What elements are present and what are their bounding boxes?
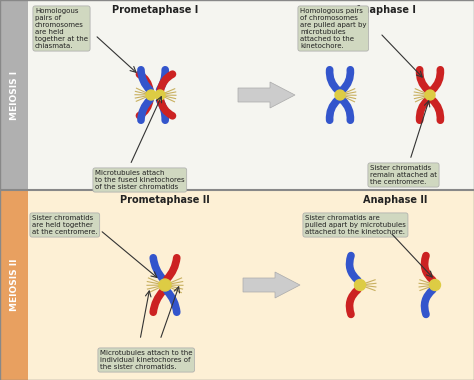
Text: Sister chromatids are
pulled apart by microtubules
attached to the kinetochore.: Sister chromatids are pulled apart by mi… bbox=[305, 215, 406, 235]
Circle shape bbox=[146, 90, 156, 100]
Text: Homologous pairs
of chromosomes
are pulled apart by
microtubules
attached to the: Homologous pairs of chromosomes are pull… bbox=[300, 8, 366, 49]
Text: MEIOSIS I: MEIOSIS I bbox=[9, 70, 18, 120]
Text: Prometaphase I: Prometaphase I bbox=[112, 5, 198, 15]
Text: Microtubules attach to the
individual kinetochores of
the sister chromatids.: Microtubules attach to the individual ki… bbox=[100, 350, 192, 370]
Text: Anaphase I: Anaphase I bbox=[355, 5, 415, 15]
Circle shape bbox=[425, 90, 435, 100]
Polygon shape bbox=[238, 82, 295, 108]
Polygon shape bbox=[0, 190, 28, 380]
Polygon shape bbox=[0, 0, 28, 190]
Polygon shape bbox=[28, 0, 474, 190]
Circle shape bbox=[335, 90, 345, 100]
Circle shape bbox=[429, 280, 440, 290]
Text: MEIOSIS II: MEIOSIS II bbox=[9, 259, 18, 311]
Polygon shape bbox=[28, 190, 474, 380]
Text: Prometaphase II: Prometaphase II bbox=[120, 195, 210, 205]
Circle shape bbox=[155, 90, 165, 100]
Circle shape bbox=[159, 279, 171, 291]
Text: Anaphase II: Anaphase II bbox=[363, 195, 427, 205]
Text: Sister chromatids
are held together
at the centromere.: Sister chromatids are held together at t… bbox=[32, 215, 98, 235]
Text: Homologous
pairs of
chromosomes
are held
together at the
chiasmata.: Homologous pairs of chromosomes are held… bbox=[35, 8, 88, 49]
Text: Sister chromatids
remain attached at
the centromere.: Sister chromatids remain attached at the… bbox=[370, 165, 437, 185]
Text: Microtubules attach
to the fused kinetochores
of the sister chromatids: Microtubules attach to the fused kinetoc… bbox=[95, 170, 185, 190]
Polygon shape bbox=[243, 272, 300, 298]
Circle shape bbox=[355, 280, 365, 290]
